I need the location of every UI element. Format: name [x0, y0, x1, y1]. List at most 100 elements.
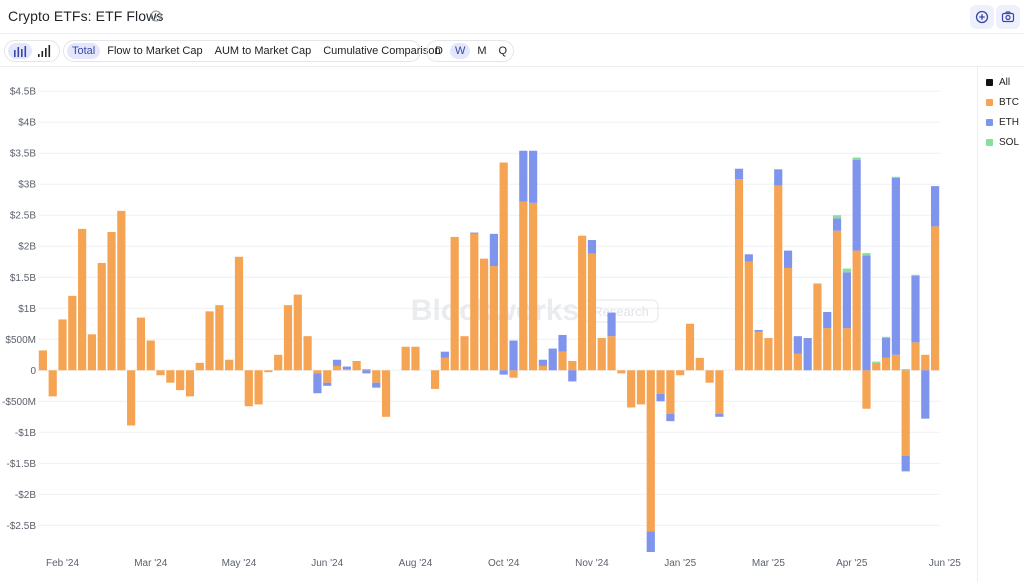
- bar-eth[interactable]: [666, 413, 675, 422]
- period-month[interactable]: M: [477, 45, 487, 57]
- bar-eth[interactable]: [832, 218, 842, 231]
- bar-eth[interactable]: [901, 455, 910, 472]
- bar-sol[interactable]: [852, 157, 861, 161]
- bar-btc[interactable]: [470, 233, 479, 371]
- bar-eth[interactable]: [931, 186, 940, 227]
- bar-btc[interactable]: [597, 338, 606, 371]
- bar-btc[interactable]: [931, 226, 940, 371]
- bar-btc[interactable]: [705, 370, 714, 383]
- bar-eth[interactable]: [568, 370, 577, 382]
- bar-btc[interactable]: [156, 370, 165, 376]
- bar-eth[interactable]: [323, 382, 332, 386]
- bar-eth[interactable]: [519, 150, 528, 202]
- bar-btc[interactable]: [264, 370, 273, 373]
- bar-btc[interactable]: [754, 331, 763, 371]
- bar-btc[interactable]: [107, 231, 116, 371]
- bar-eth[interactable]: [734, 168, 744, 180]
- bar-sol[interactable]: [832, 215, 842, 219]
- bar-sol[interactable]: [842, 268, 851, 273]
- bar-eth[interactable]: [852, 160, 861, 251]
- info-icon[interactable]: [150, 10, 162, 22]
- bar-btc[interactable]: [87, 334, 97, 371]
- bar-sol[interactable]: [891, 176, 900, 179]
- bar-eth[interactable]: [332, 359, 342, 366]
- bar-btc[interactable]: [921, 354, 930, 371]
- bar-btc[interactable]: [676, 370, 685, 376]
- bar-eth[interactable]: [499, 370, 508, 375]
- bar-btc[interactable]: [68, 295, 77, 371]
- bar-eth[interactable]: [823, 311, 832, 329]
- bar-eth[interactable]: [313, 373, 322, 394]
- bar-btc[interactable]: [617, 370, 626, 374]
- tab-cumulative-comparison[interactable]: Cumulative Comparison: [323, 45, 441, 57]
- bar-btc[interactable]: [313, 370, 322, 374]
- bar-btc[interactable]: [97, 262, 106, 371]
- bar-eth[interactable]: [372, 382, 381, 388]
- bar-eth[interactable]: [656, 393, 665, 402]
- bar-btc[interactable]: [734, 179, 744, 371]
- bar-btc[interactable]: [558, 351, 567, 371]
- bar-btc[interactable]: [695, 357, 704, 371]
- bar-btc[interactable]: [568, 360, 577, 371]
- bar-btc[interactable]: [578, 235, 587, 371]
- bar-btc[interactable]: [519, 201, 528, 371]
- bar-btc[interactable]: [48, 370, 57, 397]
- bar-eth[interactable]: [754, 329, 763, 332]
- bar-eth[interactable]: [587, 240, 597, 254]
- bar-btc[interactable]: [274, 354, 283, 371]
- bar-btc[interactable]: [332, 365, 342, 371]
- bar-eth[interactable]: [538, 359, 548, 366]
- bar-btc[interactable]: [685, 323, 695, 371]
- bar-btc[interactable]: [362, 369, 371, 371]
- bar-btc[interactable]: [627, 370, 636, 408]
- bar-btc[interactable]: [881, 357, 891, 371]
- bar-btc[interactable]: [166, 370, 175, 383]
- bar-btc[interactable]: [283, 305, 293, 371]
- bar-btc[interactable]: [872, 362, 881, 371]
- bar-btc[interactable]: [842, 328, 851, 371]
- bar-btc[interactable]: [127, 370, 136, 426]
- bar-btc[interactable]: [381, 370, 391, 417]
- bar-btc[interactable]: [823, 328, 832, 371]
- bar-btc[interactable]: [244, 370, 253, 407]
- bar-btc[interactable]: [656, 370, 665, 394]
- screenshot-button[interactable]: [996, 5, 1020, 29]
- bar-eth[interactable]: [362, 370, 371, 374]
- bar-eth[interactable]: [803, 338, 812, 371]
- bar-btc[interactable]: [78, 228, 87, 371]
- bar-btc[interactable]: [195, 362, 204, 371]
- bar-eth[interactable]: [342, 366, 351, 370]
- bar-btc[interactable]: [146, 340, 155, 371]
- bar-eth[interactable]: [548, 348, 557, 371]
- legend-item-sol[interactable]: SOL: [986, 132, 1019, 152]
- bar-btc[interactable]: [480, 258, 489, 371]
- bar-eth[interactable]: [470, 232, 479, 234]
- bar-eth[interactable]: [440, 351, 449, 358]
- bar-btc[interactable]: [293, 294, 302, 371]
- bar-btc[interactable]: [666, 370, 675, 414]
- bar-btc[interactable]: [529, 202, 538, 371]
- legend-item-all[interactable]: All: [986, 72, 1019, 92]
- bar-eth[interactable]: [783, 250, 793, 268]
- bar-eth[interactable]: [489, 233, 498, 267]
- bar-btc[interactable]: [430, 370, 440, 389]
- bar-btc[interactable]: [176, 370, 185, 391]
- bar-btc[interactable]: [862, 370, 871, 409]
- add-to-dashboard-button[interactable]: [970, 5, 994, 29]
- bar-btc[interactable]: [783, 267, 793, 371]
- bar-btc[interactable]: [411, 346, 420, 371]
- bar-btc[interactable]: [440, 357, 449, 371]
- bar-btc[interactable]: [225, 359, 234, 371]
- bar-eth[interactable]: [646, 531, 655, 552]
- period-week[interactable]: W: [449, 43, 471, 59]
- legend-item-btc[interactable]: BTC: [986, 92, 1019, 112]
- bar-btc[interactable]: [401, 346, 410, 371]
- bar-btc[interactable]: [499, 162, 508, 371]
- bar-btc[interactable]: [489, 266, 498, 371]
- bar-btc[interactable]: [234, 256, 244, 371]
- bar-btc[interactable]: [323, 370, 332, 383]
- bar-btc[interactable]: [342, 369, 351, 371]
- tab-total[interactable]: Total: [67, 43, 101, 59]
- bar-btc[interactable]: [509, 370, 518, 378]
- bar-eth[interactable]: [529, 150, 538, 203]
